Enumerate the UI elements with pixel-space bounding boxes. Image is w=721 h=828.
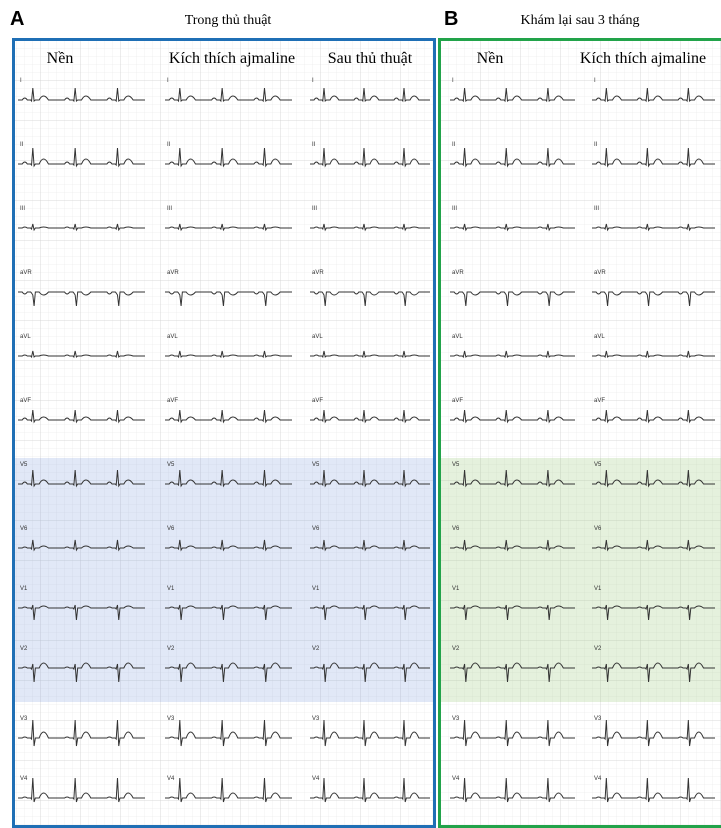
lead-label: V2	[167, 646, 175, 652]
panel-title: Khám lại sau 3 tháng	[521, 13, 640, 28]
lead-label: V1	[452, 586, 460, 592]
lead-label: V4	[312, 776, 320, 782]
lead-label: V4	[167, 776, 175, 782]
column-header: Kích thích ajmaline	[580, 50, 706, 67]
lead-label: aVR	[312, 270, 324, 276]
lead-label: III	[312, 206, 317, 212]
lead-label: V3	[452, 716, 460, 722]
lead-label: aVF	[452, 398, 463, 404]
lead-label: V3	[167, 716, 175, 722]
column-header: Kích thích ajmaline	[169, 50, 295, 67]
panel-label: B	[444, 8, 458, 30]
lead-label: II	[452, 142, 456, 148]
panel-title: Trong thủ thuật	[185, 13, 272, 28]
lead-label: V2	[594, 646, 602, 652]
lead-label: II	[594, 142, 598, 148]
lead-label: III	[594, 206, 599, 212]
highlight-region	[440, 458, 721, 702]
ecg-figure: ATrong thủ thuậtNềnIIIIIIaVRaVLaVFV5V6V1…	[0, 0, 721, 828]
lead-label: V4	[594, 776, 602, 782]
lead-label: V5	[452, 462, 460, 468]
lead-label: aVF	[167, 398, 178, 404]
column-header: Nền	[477, 50, 504, 67]
panel-background	[438, 38, 721, 828]
lead-label: V2	[20, 646, 28, 652]
lead-label: aVR	[452, 270, 464, 276]
lead-label: aVL	[20, 334, 31, 340]
lead-label: aVL	[594, 334, 605, 340]
lead-label: V6	[312, 526, 320, 532]
lead-label: aVF	[312, 398, 323, 404]
lead-label: V5	[594, 462, 602, 468]
lead-label: V1	[312, 586, 320, 592]
lead-label: V6	[594, 526, 602, 532]
lead-label: III	[167, 206, 172, 212]
lead-label: III	[452, 206, 457, 212]
lead-label: V1	[167, 586, 175, 592]
panel-label: A	[10, 8, 24, 30]
lead-label: V6	[452, 526, 460, 532]
lead-label: III	[20, 206, 25, 212]
lead-label: V2	[312, 646, 320, 652]
lead-label: aVF	[594, 398, 605, 404]
lead-label: aVL	[167, 334, 178, 340]
lead-label: V6	[167, 526, 175, 532]
lead-label: II	[20, 142, 24, 148]
lead-label: V4	[20, 776, 28, 782]
lead-label: V6	[20, 526, 28, 532]
lead-label: V1	[594, 586, 602, 592]
lead-label: II	[167, 142, 171, 148]
lead-label: V5	[312, 462, 320, 468]
lead-label: aVL	[312, 334, 323, 340]
lead-label: V5	[167, 462, 175, 468]
lead-label: V3	[594, 716, 602, 722]
lead-label: aVR	[594, 270, 606, 276]
lead-label: aVF	[20, 398, 31, 404]
lead-label: V2	[452, 646, 460, 652]
lead-label: aVL	[452, 334, 463, 340]
lead-label: aVR	[167, 270, 179, 276]
lead-label: V3	[20, 716, 28, 722]
lead-label: aVR	[20, 270, 32, 276]
column-header: Nền	[47, 50, 74, 67]
lead-label: II	[312, 142, 316, 148]
lead-label: V1	[20, 586, 28, 592]
lead-label: V3	[312, 716, 320, 722]
lead-label: V4	[452, 776, 460, 782]
lead-label: V5	[20, 462, 28, 468]
